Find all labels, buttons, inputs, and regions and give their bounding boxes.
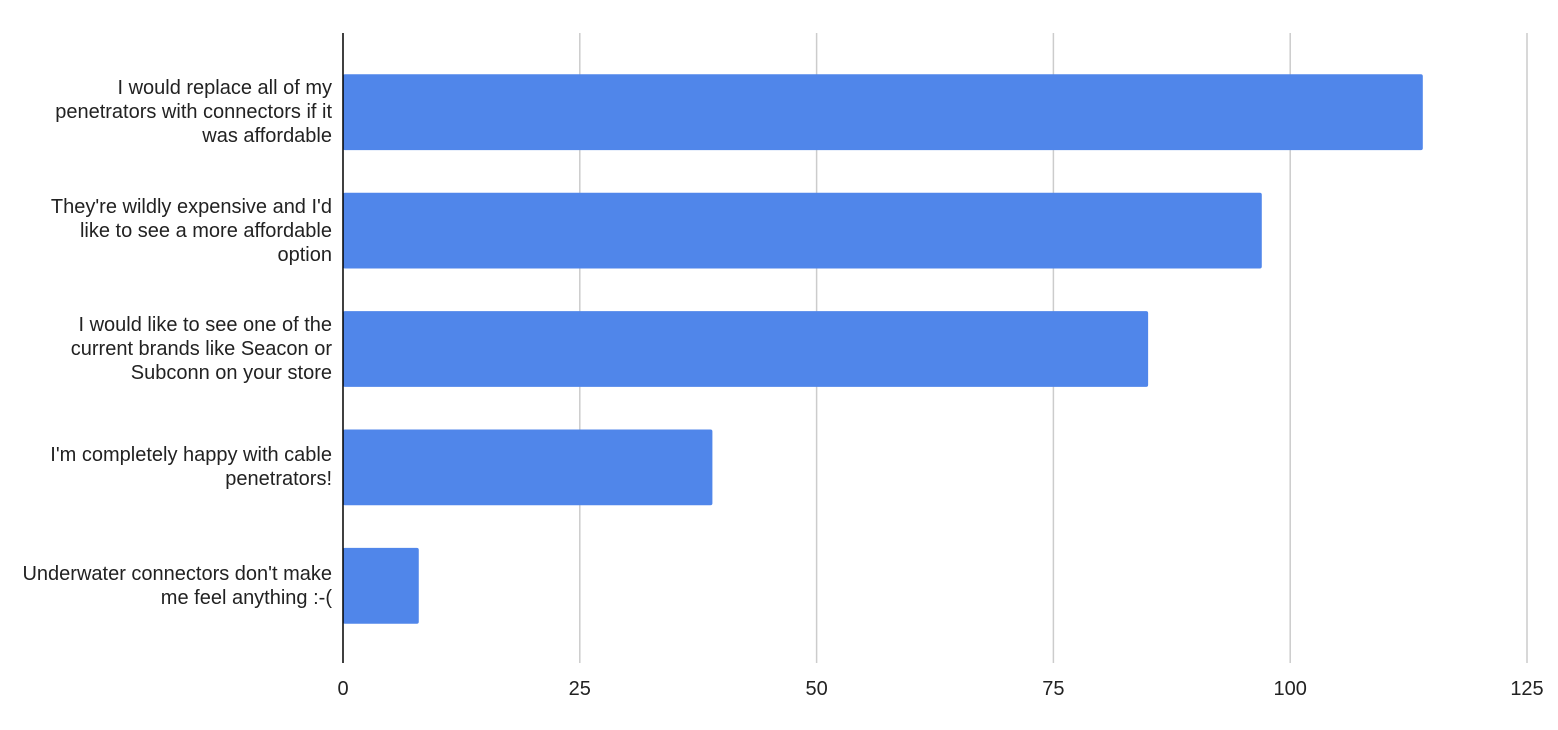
y-tick-label: I would replace all of my penetrators wi… (55, 77, 332, 148)
x-tick-label: 25 (569, 678, 591, 700)
bar (343, 192, 1262, 269)
y-tick-label: Underwater connectors don't make me feel… (22, 562, 332, 609)
x-tick-label: 50 (805, 678, 827, 700)
bar (343, 547, 419, 624)
y-tick-label: I'm completely happy with cable penetrat… (50, 444, 332, 491)
bar (343, 429, 713, 506)
y-tick-label: They're wildly expensive and I'd like to… (50, 195, 332, 266)
y-tick-label: I would like to see one of the current b… (70, 314, 332, 384)
x-tick-label: 0 (337, 678, 348, 700)
bar (343, 74, 1423, 151)
x-tick-label: 100 (1274, 678, 1307, 700)
x-tick-label: 125 (1510, 678, 1543, 700)
bar (343, 311, 1149, 387)
x-tick-label: 75 (1042, 678, 1064, 700)
